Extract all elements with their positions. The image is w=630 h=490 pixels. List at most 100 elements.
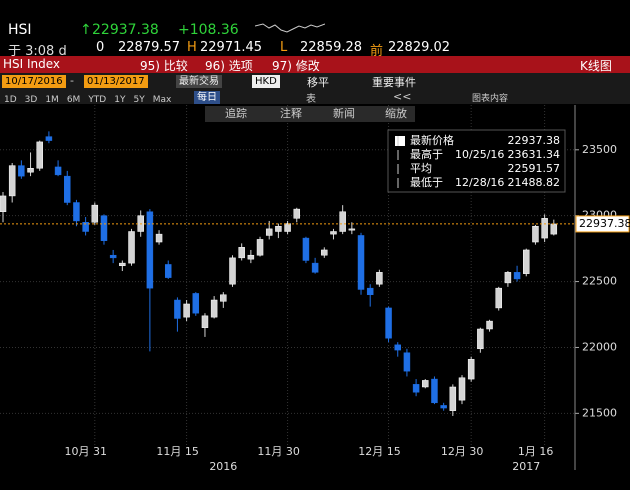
period-button[interactable]: 1M bbox=[45, 95, 59, 105]
candle-body bbox=[18, 165, 25, 177]
candle-body bbox=[220, 294, 227, 302]
candle-body bbox=[119, 262, 126, 267]
candle-body bbox=[256, 239, 264, 256]
x-tick-label: 11月 30 bbox=[257, 445, 300, 458]
collapse-button[interactable]: << bbox=[393, 90, 412, 103]
candle-body bbox=[302, 237, 310, 261]
start-date[interactable]: 10/17/2016 bbox=[2, 75, 66, 88]
period-button[interactable]: 1Y bbox=[114, 95, 126, 105]
legend-value: 21488.82 bbox=[508, 176, 561, 189]
candle-body bbox=[91, 204, 99, 223]
candle-body bbox=[284, 223, 291, 232]
candle-body bbox=[385, 307, 392, 339]
candle-body bbox=[366, 287, 374, 295]
candle-body bbox=[201, 315, 209, 328]
candle-body bbox=[238, 247, 245, 259]
low-label: L bbox=[280, 40, 288, 55]
ticker: HSI bbox=[8, 22, 32, 38]
candle-body bbox=[321, 249, 328, 256]
sparkline-icon bbox=[255, 23, 325, 33]
period-button[interactable]: 3D bbox=[24, 95, 38, 105]
candle-body bbox=[311, 262, 319, 273]
moving-average[interactable]: 移平 bbox=[307, 76, 329, 89]
candle-body bbox=[293, 208, 301, 219]
low: 22859.28 bbox=[300, 40, 363, 55]
legend-value: 22937.38 bbox=[508, 134, 561, 147]
content-button[interactable]: 图表内容 bbox=[472, 94, 509, 104]
candle-body bbox=[183, 303, 190, 318]
security-bar bbox=[0, 56, 630, 73]
tool-zoom[interactable]: 缩放 bbox=[385, 106, 407, 120]
candle-body bbox=[27, 167, 34, 173]
candle-body bbox=[376, 272, 383, 285]
legend-swatch bbox=[395, 136, 405, 146]
y-tick-label: 21500 bbox=[582, 406, 617, 419]
candle-body bbox=[394, 344, 401, 351]
last-price-tag bbox=[575, 215, 630, 233]
compare-button[interactable]: 95) 比较 bbox=[140, 59, 188, 73]
legend-date: 10/25/16 bbox=[455, 148, 504, 161]
tool-bar bbox=[205, 106, 415, 122]
security[interactable]: HSI Index bbox=[3, 57, 61, 71]
candle-body bbox=[164, 264, 172, 278]
legend-label: 最高于 bbox=[410, 147, 443, 161]
legend-label: 最低于 bbox=[410, 176, 443, 189]
period-button[interactable]: Max bbox=[152, 95, 172, 105]
y-tick-label: 23500 bbox=[582, 143, 617, 156]
candle-body bbox=[477, 328, 484, 350]
y-tick-label: 22500 bbox=[582, 275, 617, 288]
table-button[interactable]: 表 bbox=[306, 94, 316, 105]
year-label: 2017 bbox=[512, 460, 540, 473]
options-button[interactable]: 96) 选项 bbox=[205, 59, 253, 73]
frequency[interactable]: 每日 bbox=[194, 91, 220, 104]
candle-body bbox=[486, 320, 493, 330]
legend-label: 平均 bbox=[410, 162, 432, 175]
chart-type[interactable]: K线图 bbox=[580, 59, 612, 73]
time: 于 3:08 d bbox=[8, 44, 67, 59]
candle-body bbox=[339, 211, 346, 232]
candle-body bbox=[550, 223, 558, 235]
open: 22879.57 bbox=[118, 40, 181, 55]
edit-button[interactable]: 97) 修改 bbox=[272, 59, 320, 73]
candle-body bbox=[403, 352, 411, 372]
x-tick-label: 10月 31 bbox=[65, 445, 108, 458]
legend-box bbox=[387, 129, 566, 193]
candle-body bbox=[45, 136, 53, 141]
x-tick-label: 12月 30 bbox=[441, 445, 484, 458]
candle-body bbox=[36, 141, 43, 169]
events[interactable]: 重要事件 bbox=[372, 76, 416, 89]
x-tick-label: 11月 15 bbox=[156, 445, 199, 458]
end-date[interactable]: 01/13/2017 bbox=[84, 75, 148, 88]
candle-body bbox=[192, 293, 200, 314]
candle-body bbox=[330, 231, 337, 235]
year-label: 2016 bbox=[209, 460, 237, 473]
tool-annotate[interactable]: 注释 bbox=[280, 106, 302, 120]
period-button[interactable]: 6M bbox=[66, 95, 81, 105]
field-select[interactable]: 最新交易 bbox=[176, 75, 222, 88]
candle-body bbox=[265, 228, 273, 236]
period-button[interactable]: 1D bbox=[4, 95, 17, 105]
candle-body bbox=[532, 225, 539, 243]
candle-body bbox=[146, 211, 154, 289]
tool-track[interactable]: 追踪 bbox=[225, 106, 247, 120]
candle-body bbox=[174, 299, 181, 319]
candle-body bbox=[247, 254, 255, 260]
candle-body bbox=[229, 257, 236, 285]
candle-body bbox=[54, 166, 62, 176]
up-arrow: ↑ bbox=[80, 22, 92, 38]
x-tick-label: 1月 16 bbox=[518, 445, 554, 458]
candle-body bbox=[357, 235, 365, 290]
candle-body bbox=[82, 222, 89, 232]
period-button[interactable]: 5Y bbox=[133, 95, 145, 105]
candle-body bbox=[495, 287, 502, 309]
candle-body bbox=[128, 231, 135, 264]
candle-body bbox=[412, 384, 420, 393]
prev-label: 前 bbox=[370, 44, 384, 59]
tool-news[interactable]: 新闻 bbox=[333, 106, 355, 120]
period-button[interactable]: YTD bbox=[88, 95, 107, 105]
currency-select[interactable]: HKD bbox=[252, 75, 280, 88]
candle-body bbox=[458, 377, 466, 401]
last-price: 22937.38 bbox=[92, 22, 159, 38]
